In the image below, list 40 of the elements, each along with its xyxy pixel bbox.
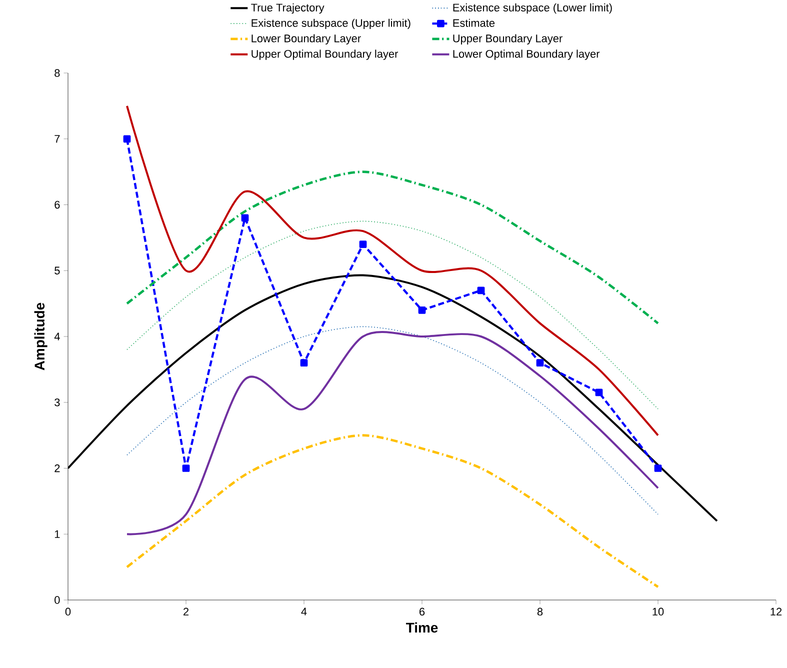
- point: [654, 464, 662, 472]
- point: [359, 240, 367, 248]
- point: [300, 359, 308, 367]
- x-tick-label: 0: [65, 608, 71, 616]
- legend-label: Existence subspace (Upper limit): [252, 18, 410, 30]
- y-axis-title: Amplitude: [34, 302, 48, 370]
- line-series: [126, 170, 660, 325]
- line-series: [126, 104, 660, 436]
- x-tick-label: 10: [652, 608, 664, 616]
- legend-label: Upper Boundary Layer: [453, 34, 562, 44]
- legend-label: True Trajectory: [251, 3, 324, 14]
- x-tick-label: 6: [420, 608, 425, 616]
- y-tick-label: 5: [54, 266, 60, 274]
- x-tick-label: 8: [537, 608, 543, 616]
- legend-label: Existence subspace (Lower limit): [453, 3, 612, 14]
- legend-label: Lower Boundary Layer: [252, 34, 361, 44]
- line-series: [126, 220, 658, 410]
- x-tick-label: 12: [770, 608, 782, 616]
- line-series: [126, 434, 660, 588]
- y-tick-label: 4: [54, 332, 60, 340]
- point: [477, 286, 485, 294]
- y-tick-label: 6: [54, 200, 60, 209]
- legend-label: Upper Optimal Boundary layer: [252, 50, 398, 60]
- y-tick-label: 0: [54, 596, 60, 604]
- x-axis-title: Time: [406, 622, 438, 633]
- point: [595, 388, 603, 396]
- y-tick-label: 8: [54, 69, 60, 77]
- y-tick-label: 7: [54, 135, 60, 143]
- y-tick-label: 1: [54, 530, 60, 538]
- point: [418, 306, 426, 314]
- legend-label: Lower Optimal Boundary layer: [453, 50, 600, 60]
- x-tick-label: 4: [301, 608, 307, 616]
- point: [241, 214, 249, 222]
- legend-label: Estimate: [453, 18, 495, 27]
- point: [123, 135, 131, 143]
- point: [182, 464, 190, 472]
- y-tick-label: 2: [54, 464, 60, 472]
- y-tick-label: 3: [54, 398, 60, 406]
- point: [536, 359, 544, 367]
- x-tick-label: 2: [184, 608, 188, 616]
